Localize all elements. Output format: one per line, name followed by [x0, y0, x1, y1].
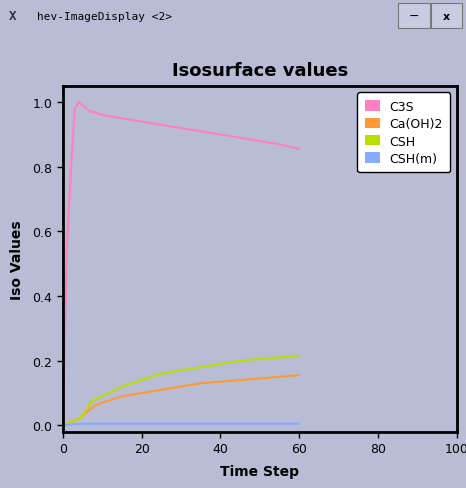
Text: x: x: [443, 12, 450, 21]
Y-axis label: Iso Values: Iso Values: [10, 220, 24, 299]
X-axis label: Time Step: Time Step: [220, 464, 299, 478]
Text: X: X: [9, 10, 17, 23]
Bar: [398, 4, 430, 29]
Text: hev-ImageDisplay <2>: hev-ImageDisplay <2>: [37, 12, 172, 21]
Text: −: −: [409, 10, 419, 23]
Legend: C3S, Ca(OH)2, CSH, CSH(m): C3S, Ca(OH)2, CSH, CSH(m): [357, 93, 451, 173]
Title: Isosurface values: Isosurface values: [171, 62, 348, 80]
Bar: [431, 4, 462, 29]
